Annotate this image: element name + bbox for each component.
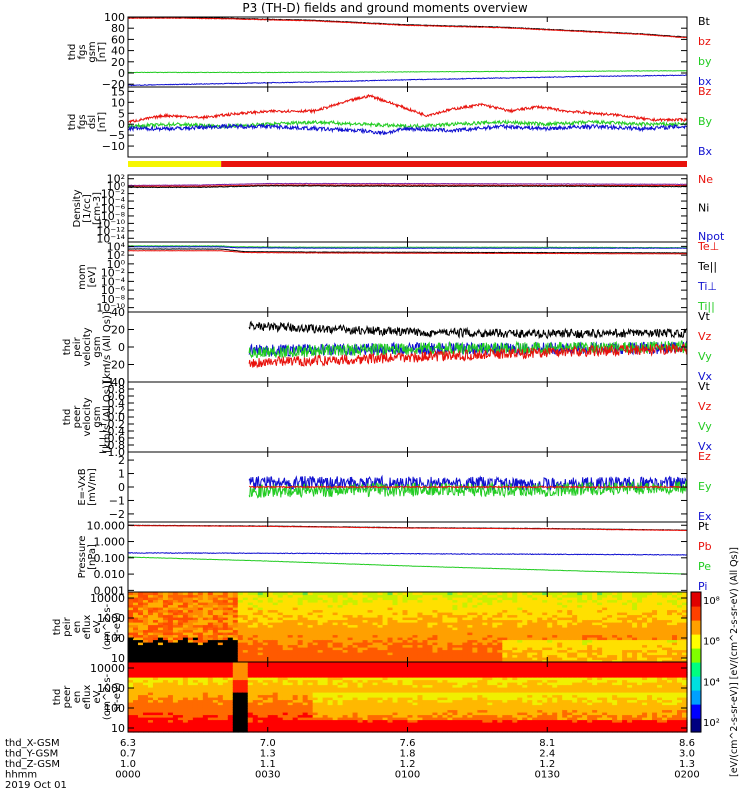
y-tick-label: 10.000 [87, 519, 126, 532]
legend-pressure-1: Pb [698, 540, 712, 553]
legend-pressure-3: Pi [698, 580, 707, 593]
legend-temperature-1: Te|| [697, 260, 717, 273]
y-tick-label: 0 [118, 341, 125, 354]
legend-peer_velocity-2: Vy [698, 420, 712, 433]
y-tick-label: 20 [111, 324, 125, 337]
y-axis-label-line: [km/s (All Qs)] [102, 381, 113, 453]
y-axis-label: E=-VxB[mV/m] [77, 468, 98, 506]
y-axis-label: thdfgsgsm[nT] [67, 41, 108, 62]
legend-fgs_dsl-1: By [698, 115, 713, 128]
series-line-pressure-2 [128, 553, 687, 556]
y-axis-label: thdpeervelocitygsm[km/s (All Qs)] [62, 381, 113, 453]
legend-pressure-2: Pe [698, 560, 711, 573]
y-tick-label: 0.100 [94, 552, 126, 565]
legend-exb-0: Ez [698, 450, 711, 463]
series-line-fgs_gsm-2 [128, 71, 687, 73]
legend-peir_velocity-2: Vy [698, 350, 712, 363]
y-axis-label: thdpeirvelocitygsm[km/s (All Qs)] [62, 311, 113, 383]
legend-peer_velocity-1: Vz [698, 400, 712, 413]
legend-fgs_dsl-0: Bz [698, 85, 712, 98]
legend-exb-1: Ey [698, 480, 712, 493]
y-axis-label: thdpeirenefluxeV(cm^2-s-sr-eV) [52, 603, 123, 650]
y-axis-label-line: [km/s (All Qs)] [102, 311, 113, 383]
series-line-peir_velocity-2 [249, 322, 687, 338]
y-tick-label: −10 [102, 140, 125, 153]
series-line-peir_velocity-1 [249, 341, 687, 358]
legend-peer_velocity-0: Vt [698, 380, 711, 393]
panel-temperature: 10⁴10²10⁰10⁻²10⁻⁴10⁻⁶10⁻⁸10⁻¹⁰mom[eV]Te⊥… [77, 240, 719, 315]
legend-temperature-2: Ti⊥ [697, 280, 717, 293]
y-axis-label-line: [nT] [97, 42, 108, 62]
panel-frame [128, 522, 687, 592]
legend-fgs_gsm-1: bz [698, 35, 711, 48]
y-tick-label: 2 [118, 454, 125, 467]
panel-peir_spec: 10000100010010thdpeirenefluxeV(cm^2-s-sr… [52, 592, 688, 665]
legend-peir_velocity-1: Vz [698, 330, 712, 343]
y-axis-label-line: [nT] [97, 112, 108, 132]
y-axis-label: mom[eV] [77, 264, 98, 290]
legend-density-0: Ne [698, 173, 713, 186]
y-tick-label: 40 [111, 306, 125, 319]
y-tick-label: 10000 [90, 592, 125, 605]
y-axis-label-line: sr-eV) [112, 612, 123, 641]
y-tick-label: 1.000 [94, 536, 126, 549]
legend-pressure-0: Pt [698, 520, 710, 533]
legend-temperature-0: Te⊥ [697, 240, 719, 253]
y-axis-label-line: [eV] [87, 267, 98, 288]
legend-fgs_dsl-2: Bx [698, 145, 713, 158]
panel-density: 10²10⁰10⁻²10⁻⁴10⁻⁶10⁻⁸10⁻¹⁰10⁻¹²10⁻¹⁴Den… [72, 173, 725, 246]
legend-fgs_gsm-0: Bt [698, 15, 711, 28]
y-tick-label: 1 [118, 468, 125, 481]
y-tick-label: −1 [109, 494, 125, 507]
panel-pressure: 10.0001.0000.1000.0100.001Pressure[nPa]P… [77, 519, 712, 597]
plot-title: P3 (TH-D) fields and ground moments over… [242, 1, 527, 15]
panel-peer_velocity: 1.00.80.60.40.20.0−0.2−0.4−0.6−0.8−1.0th… [62, 376, 713, 459]
y-axis-label: Density[1/cc][cm-3] [72, 189, 103, 227]
y-axis-label-line: [nPa] [87, 544, 98, 570]
panel-frame [128, 382, 687, 452]
legend-fgs_gsm-2: by [698, 55, 712, 68]
y-tick-label: 0 [118, 481, 125, 494]
series-line-fgs_dsl-0 [128, 95, 687, 123]
legend-peir_velocity-0: Vt [698, 310, 711, 323]
y-tick-label: 0.010 [94, 568, 126, 581]
y-axis-label-line: [cm-3] [92, 192, 103, 225]
series-line-pressure-3 [128, 557, 687, 574]
y-axis-label-line: [mV/m] [87, 468, 98, 506]
legend-density-1: Ni [698, 202, 709, 215]
panel-peer_spec: 10000100010010thdpeerenefluxeV(cm^2-s-sr… [52, 662, 688, 735]
y-axis-label: thdfgsdsl[nT] [67, 112, 108, 132]
